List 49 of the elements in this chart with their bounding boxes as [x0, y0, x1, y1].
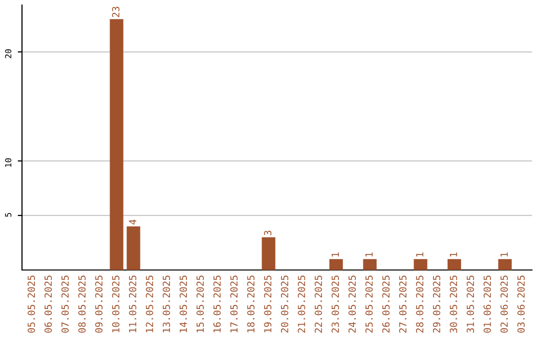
bar — [262, 237, 276, 270]
bar — [414, 259, 428, 270]
y-tick-label: 10 — [5, 158, 12, 167]
x-tick-label: 13.05.2025 — [162, 276, 170, 332]
x-tick-label: 22.05.2025 — [314, 276, 322, 333]
x-tick-label: 11.05.2025 — [128, 276, 136, 332]
bar — [448, 259, 462, 270]
x-tick-label: 31.05.2025 — [466, 276, 474, 333]
x-tick-label: 23.05.2025 — [332, 276, 339, 333]
bar — [126, 226, 140, 270]
y-tick-label: 5 — [5, 212, 12, 217]
bar — [329, 259, 343, 270]
x-tick-label: 03.06.2025 — [517, 276, 525, 333]
data-label: 1 — [450, 252, 458, 257]
x-tick-label: 17.05.2025 — [230, 276, 238, 332]
x-tick-label: 09.05.2025 — [95, 276, 103, 333]
x-tick-label: 05.05.2025 — [28, 276, 35, 333]
bar — [498, 259, 512, 270]
data-label: 1 — [332, 252, 339, 257]
data-label: 1 — [416, 252, 424, 257]
x-tick-label: 19.05.2025 — [264, 276, 272, 332]
x-tick-label: 08.05.2025 — [78, 276, 86, 333]
data-label: 4 — [129, 220, 136, 225]
y-tick-label: 20 — [5, 49, 12, 58]
data-label: 1 — [366, 252, 373, 257]
bar — [110, 19, 124, 270]
x-tick-label: 16.05.2025 — [213, 276, 221, 332]
data-label: 23 — [112, 6, 120, 18]
x-tick-label: 01.06.2025 — [484, 276, 491, 333]
x-tick-label: 30.05.2025 — [450, 276, 458, 333]
data-label: 3 — [264, 230, 272, 236]
x-tick-label: 14.05.2025 — [180, 276, 187, 332]
x-tick-label: 18.05.2025 — [247, 276, 255, 332]
x-tick-label: 25.05.2025 — [365, 276, 373, 333]
x-tick-label: 07.05.2025 — [61, 276, 69, 333]
x-tick-label: 10.05.2025 — [112, 276, 120, 332]
x-tick-label: 02.06.2025 — [500, 276, 508, 333]
x-tick-label: 24.05.2025 — [348, 276, 356, 333]
x-tick-label: 26.05.2025 — [382, 276, 390, 333]
x-tick-label: 15.05.2025 — [196, 276, 204, 332]
bar — [363, 259, 377, 270]
x-tick-label: 29.05.2025 — [432, 276, 440, 333]
x-tick-label: 21.05.2025 — [298, 276, 306, 333]
data-label: 1 — [500, 252, 508, 257]
x-tick-label: 12.05.2025 — [146, 276, 154, 332]
x-tick-label: 20.05.2025 — [280, 276, 288, 333]
x-tick-label: 27.05.2025 — [399, 276, 406, 333]
x-tick-label: 28.05.2025 — [416, 276, 424, 333]
x-tick-label: 06.05.2025 — [44, 276, 52, 333]
